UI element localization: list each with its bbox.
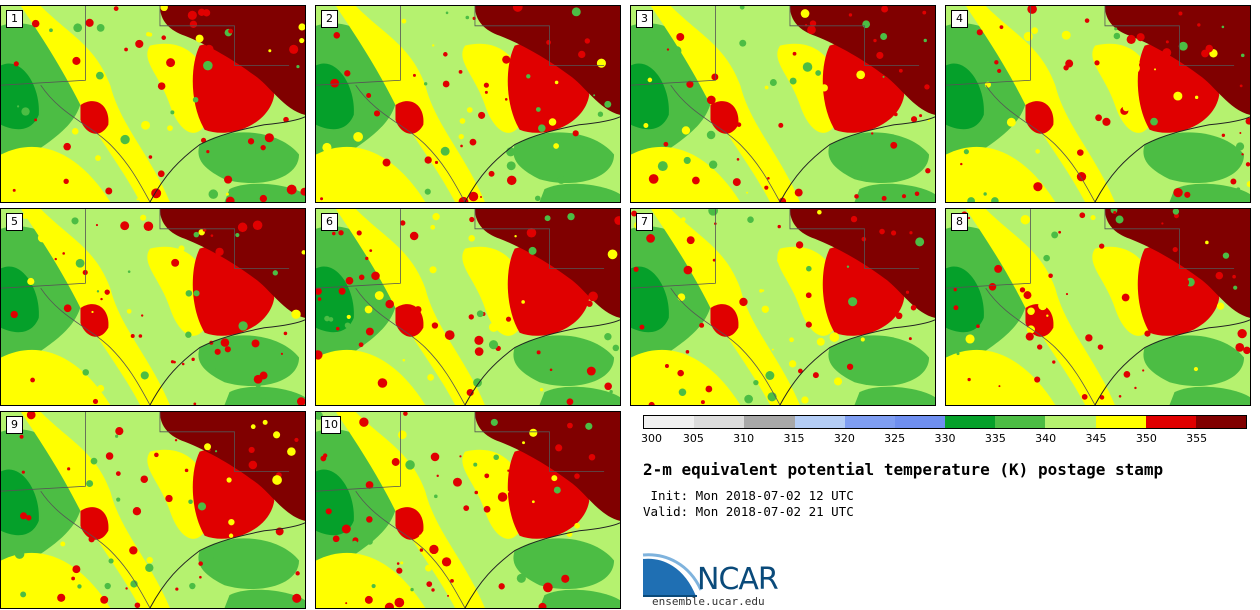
postage-stamp-4: 4 [945, 5, 1251, 203]
colorbar-segment [1045, 416, 1096, 428]
colorbar-tick-label: 345 [1085, 432, 1107, 445]
map-field [316, 6, 620, 202]
map-field [316, 209, 620, 405]
colorbar-segment [945, 416, 996, 428]
map-field [946, 209, 1250, 405]
panel-label: 2 [321, 10, 338, 28]
panel-label: 10 [321, 416, 341, 434]
logo-text: NCAR [697, 562, 779, 597]
postage-stamp-5: 5 [0, 208, 306, 406]
colorbar-segment [844, 416, 895, 428]
map-field [316, 412, 620, 608]
postage-stamp-6: 6 [315, 208, 621, 406]
postage-stamp-10: 10 [315, 411, 621, 609]
colorbar-tick-label: 325 [884, 432, 906, 445]
panel-label: 1 [6, 10, 23, 28]
colorbar-tick-label: 335 [984, 432, 1006, 445]
colorbar-segment [1145, 416, 1196, 428]
colorbar-segment [1095, 416, 1146, 428]
panel-label: 4 [951, 10, 968, 28]
colorbar-segment [744, 416, 795, 428]
colorbar-tick-label: 300 [641, 432, 662, 445]
map-field [1, 209, 305, 405]
colorbar-tick-label: 355 [1186, 432, 1208, 445]
colorbar-segment [995, 416, 1046, 428]
map-field [631, 209, 935, 405]
panel-label: 6 [321, 213, 338, 231]
colorbar-tick-label: 305 [682, 432, 704, 445]
map-field [631, 6, 935, 202]
colorbar-tick-label: 310 [733, 432, 755, 445]
ncar-logo-icon [642, 553, 703, 597]
init-time: Init: Mon 2018-07-02 12 UTC [643, 488, 854, 503]
postage-stamp-1: 1 [0, 5, 306, 203]
chart-title: 2-m equivalent potential temperature (K)… [643, 460, 1164, 479]
site-url: ensemble.ucar.edu [652, 595, 765, 608]
postage-stamp-3: 3 [630, 5, 936, 203]
panel-label: 3 [636, 10, 653, 28]
colorbar-ticks: 300 305 310 315 320 325 330 335 340 345 350 355 [641, 432, 1247, 446]
colorbar-segment [694, 416, 745, 428]
postage-stamp-2: 2 [315, 5, 621, 203]
colorbar-tick-label: 340 [1035, 432, 1057, 445]
colorbar [643, 415, 1247, 429]
colorbar-segment [794, 416, 845, 428]
panel-label: 9 [6, 416, 23, 434]
colorbar-segment [1195, 416, 1247, 428]
panel-label: 8 [951, 213, 968, 231]
colorbar-tick-label: 330 [934, 432, 956, 445]
panel-label: 7 [636, 213, 653, 231]
map-field [1, 412, 305, 608]
colorbar-tick-label: 350 [1135, 432, 1157, 445]
colorbar-tick-label: 320 [833, 432, 855, 445]
colorbar-segment [894, 416, 946, 428]
panel-label: 5 [6, 213, 23, 231]
map-field [946, 6, 1250, 202]
valid-time: Valid: Mon 2018-07-02 21 UTC [643, 504, 854, 519]
postage-stamp-9: 9 [0, 411, 306, 609]
map-field [1, 6, 305, 202]
postage-stamp-8: 8 [945, 208, 1251, 406]
colorbar-tick-label: 315 [783, 432, 805, 445]
colorbar-segment [644, 416, 695, 428]
postage-stamp-7: 7 [630, 208, 936, 406]
